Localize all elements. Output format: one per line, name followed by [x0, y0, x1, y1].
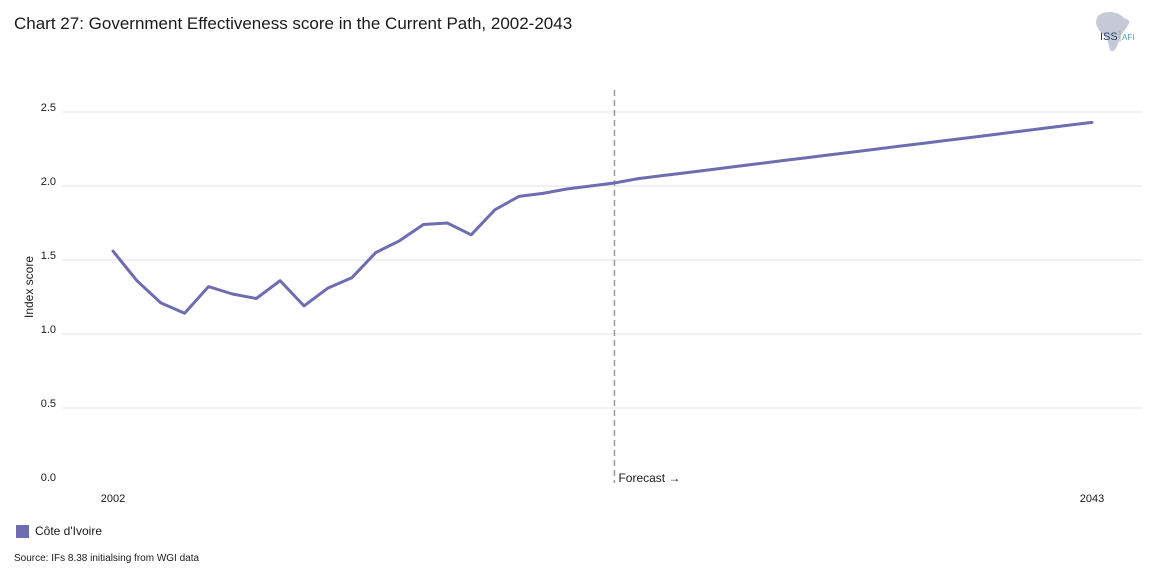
legend: Côte d'Ivoire: [16, 524, 102, 538]
logo-text-main: ISS: [1100, 31, 1118, 43]
x-tick-label: 2043: [1080, 493, 1104, 505]
iss-afi-logo: ISS AFI: [1086, 10, 1138, 54]
source-note: Source: IFs 8.38 initialsing from WGI da…: [14, 553, 200, 564]
africa-map-icon: ISS AFI: [1096, 12, 1134, 52]
y-tick-label: 0.0: [41, 472, 56, 484]
y-tick-label: 0.5: [41, 398, 56, 410]
x-tick-label: 2002: [101, 493, 125, 505]
y-tick-label: 2.5: [41, 102, 56, 114]
legend-swatch: [16, 524, 29, 538]
logo-text-sub: AFI: [1122, 33, 1134, 42]
y-axis-label: Index score: [22, 256, 36, 318]
forecast-label: Forecast →: [618, 471, 680, 485]
gridlines: [62, 111, 1142, 409]
legend-label: Côte d'Ivoire: [35, 524, 102, 538]
y-tick-label: 2.0: [41, 176, 56, 188]
x-axis-ticks: 2002 2043: [101, 493, 1104, 505]
chart-title: Chart 27: Government Effectiveness score…: [14, 14, 573, 33]
y-tick-label: 1.0: [41, 324, 56, 336]
series-line: [111, 120, 1094, 315]
series-lines: [111, 120, 1094, 315]
y-axis-ticks: 0.0 0.5 1.0 1.5 2.0 2.5: [41, 102, 56, 484]
y-tick-label: 1.5: [41, 250, 56, 262]
